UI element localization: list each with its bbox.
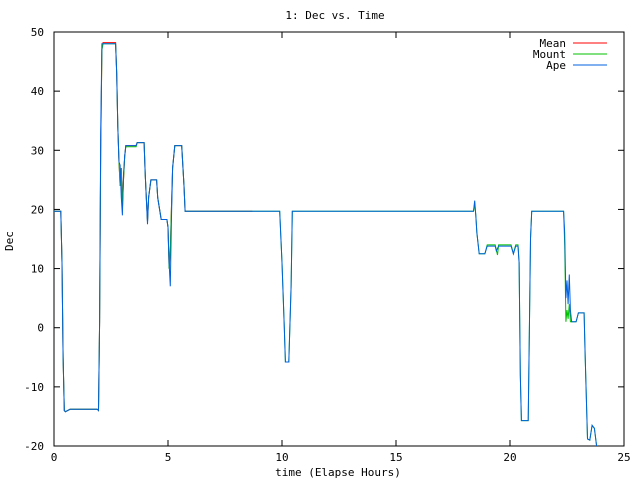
legend-label-mean: Mean	[540, 37, 567, 50]
series-lines	[54, 42, 598, 447]
y-tick-label: 20	[31, 203, 44, 216]
y-tick-label: -10	[24, 381, 44, 394]
y-tick-label: 50	[31, 26, 44, 39]
x-axis-title: time (Elapse Hours)	[275, 466, 401, 479]
y-tick-label: 40	[31, 85, 44, 98]
legend-label-ape: Ape	[546, 59, 566, 72]
series-line-mount	[54, 43, 598, 447]
x-tick-label: 10	[275, 451, 288, 464]
series-line-mean	[54, 42, 253, 413]
y-tick-label: -20	[24, 440, 44, 453]
series-line-ape	[54, 43, 598, 447]
y-tick-label: 10	[31, 263, 44, 276]
legend-label-mount: Mount	[533, 48, 566, 61]
y-tick-label: 0	[37, 322, 44, 335]
x-tick-label: 25	[617, 451, 630, 464]
y-tick-label: 30	[31, 144, 44, 157]
y-axis-title: Dec	[3, 231, 16, 251]
x-tick-label: 5	[165, 451, 172, 464]
chart-title: 1: Dec vs. Time	[285, 9, 384, 22]
plot-frame	[53, 31, 625, 447]
x-tick-label: 0	[51, 451, 58, 464]
x-tick-label: 15	[389, 451, 402, 464]
axis-ticks: 0 5 10 15 20 25 -20 -10 0 10 20 30 40 50	[24, 26, 631, 464]
x-tick-label: 20	[503, 451, 516, 464]
